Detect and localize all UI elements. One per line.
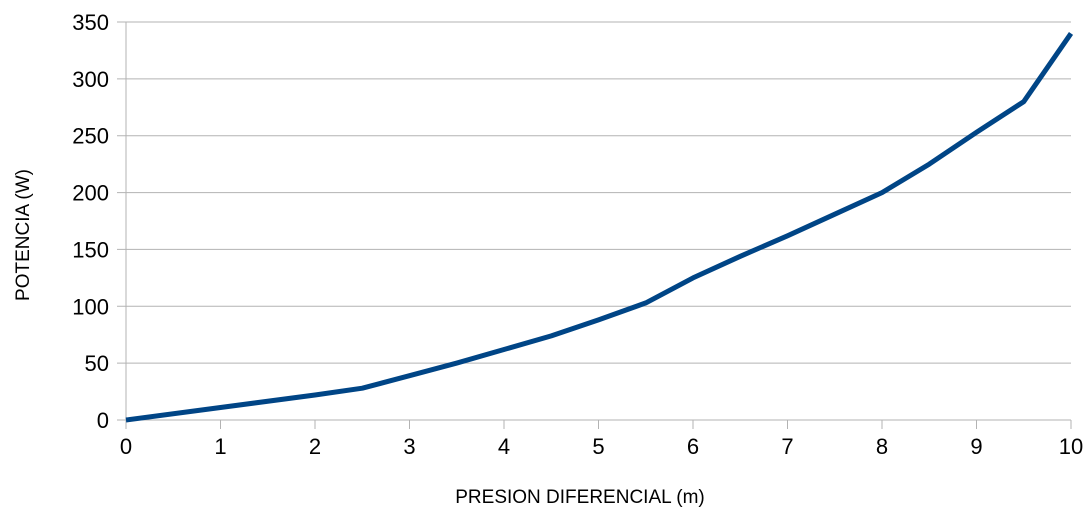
series-line xyxy=(125,31,1074,423)
gridlines xyxy=(117,21,1071,421)
y-tick-label: 300 xyxy=(72,67,109,92)
x-tick-label: 6 xyxy=(687,434,699,459)
x-tick-labels: 0 1 2 3 4 5 6 7 8 9 10 xyxy=(120,434,1083,459)
y-tick-label: 350 xyxy=(72,10,109,35)
x-tick-label: 0 xyxy=(120,434,132,459)
y-tick-label: 50 xyxy=(85,351,109,376)
y-tick-label: 0 xyxy=(97,408,109,433)
x-tick-label: 9 xyxy=(970,434,982,459)
y-axis-title: POTENCIA (W) xyxy=(13,169,34,301)
x-tick-label: 10 xyxy=(1059,434,1083,459)
y-tick-labels: 0 50 100 150 200 250 300 350 xyxy=(72,10,109,433)
x-axis-title: PRESION DIFERENCIAL (m) xyxy=(455,487,705,508)
x-tick-label: 5 xyxy=(592,434,604,459)
y-tick-label: 150 xyxy=(72,237,109,262)
series-group xyxy=(125,31,1074,423)
x-tick-label: 8 xyxy=(876,434,888,459)
y-tick-label: 100 xyxy=(72,294,109,319)
x-tick-label: 2 xyxy=(309,434,321,459)
x-tick-label: 3 xyxy=(403,434,415,459)
x-tick-label: 1 xyxy=(214,434,226,459)
y-tick-label: 200 xyxy=(72,181,109,206)
y-tick-label: 250 xyxy=(72,124,109,149)
axes xyxy=(117,22,1072,429)
x-tick-label: 7 xyxy=(781,434,793,459)
x-tick-label: 4 xyxy=(498,434,510,459)
